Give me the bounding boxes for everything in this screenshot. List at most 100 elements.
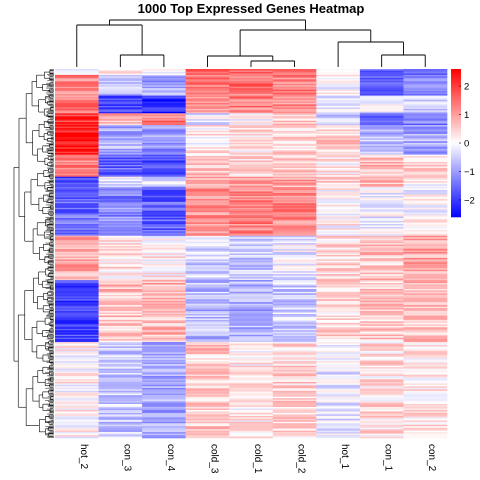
heatmap-cell <box>185 361 230 364</box>
heatmap-cell <box>185 283 230 285</box>
heatmap-cell <box>229 159 274 161</box>
heatmap-cell <box>272 147 317 150</box>
heatmap-cell <box>142 210 186 213</box>
heatmap-cell <box>316 164 361 167</box>
heatmap-cell <box>359 373 404 375</box>
heatmap-cell <box>316 256 361 259</box>
heatmap-cell <box>229 362 274 365</box>
heatmap-cell <box>316 147 361 150</box>
heatmap-cell <box>403 206 448 209</box>
heatmap-cell <box>359 321 404 324</box>
heatmap-cell <box>55 213 99 216</box>
heatmap-cell <box>185 194 230 197</box>
heatmap-cell <box>229 102 274 105</box>
heatmap-cell <box>142 147 186 150</box>
heatmap-cell <box>142 392 186 395</box>
heatmap-cell <box>142 271 186 273</box>
heatmap-cell <box>98 95 143 98</box>
heatmap-cell <box>316 275 361 278</box>
heatmap-cell <box>142 141 186 144</box>
heatmap-cell <box>403 287 448 290</box>
heatmap-cell <box>229 204 274 207</box>
heatmap-cell <box>185 215 230 217</box>
heatmap-cell <box>359 175 404 178</box>
heatmap-cell <box>229 256 274 259</box>
heatmap-cell <box>316 231 361 234</box>
heatmap-cell <box>229 393 274 396</box>
heatmap-cell <box>359 325 404 328</box>
heatmap-cell <box>55 353 99 356</box>
heatmap-cell <box>403 153 448 155</box>
heatmap-cell <box>55 266 99 269</box>
heatmap-cell <box>359 107 404 110</box>
heatmap-cell <box>403 83 448 86</box>
heatmap-cell <box>229 139 274 142</box>
heatmap-cell <box>142 130 186 133</box>
heatmap-cell <box>359 122 404 124</box>
heatmap-cell <box>272 212 317 214</box>
heatmap-cell <box>142 309 186 312</box>
heatmap-cell <box>316 190 361 192</box>
heatmap-cell <box>272 274 317 276</box>
color-key-swatch <box>451 177 461 181</box>
heatmap-cell <box>316 241 361 244</box>
heatmap-cell <box>55 244 99 247</box>
heatmap-cell <box>142 333 186 335</box>
heatmap-cell <box>316 188 361 191</box>
heatmap-cell <box>185 331 230 334</box>
heatmap-cell <box>403 427 448 430</box>
heatmap-cell <box>55 315 99 318</box>
heatmap-cell <box>316 119 361 121</box>
heatmap-cell <box>229 281 274 284</box>
heatmap-cell <box>55 182 99 185</box>
heatmap-cell <box>359 212 404 214</box>
heatmap-cell <box>55 423 99 426</box>
heatmap-cell <box>142 305 186 307</box>
heatmap-cell <box>403 244 448 247</box>
heatmap-cell <box>229 337 274 340</box>
heatmap-cell <box>229 398 274 400</box>
heatmap-cell <box>316 117 361 120</box>
heatmap-cell <box>142 213 186 216</box>
heatmap-cell <box>185 423 230 426</box>
heatmap-cell <box>359 159 404 161</box>
heatmap-cell <box>316 342 361 344</box>
color-key-swatch <box>451 199 461 203</box>
heatmap-cell <box>359 226 404 229</box>
heatmap-cell <box>403 204 448 207</box>
heatmap-cell <box>272 429 317 431</box>
heatmap-cell <box>142 347 186 350</box>
heatmap-cell <box>272 364 317 366</box>
heatmap-cell <box>229 426 274 428</box>
heatmap-cell <box>403 429 448 431</box>
heatmap-cell <box>316 378 361 381</box>
heatmap-cell <box>185 359 230 362</box>
heatmap-cell <box>316 234 361 237</box>
heatmap-cell <box>359 204 404 207</box>
heatmap-cell <box>185 315 230 318</box>
heatmap-cell <box>55 114 99 117</box>
heatmap-cell <box>98 294 143 297</box>
heatmap-cell <box>98 346 143 349</box>
heatmap-cell <box>272 384 317 387</box>
heatmap-cell <box>316 306 361 309</box>
heatmap-cell <box>98 209 143 211</box>
heatmap-cell <box>229 128 274 130</box>
heatmap-cell <box>55 402 99 405</box>
heatmap-cell <box>98 194 143 197</box>
heatmap-cell <box>98 175 143 178</box>
heatmap-cell <box>359 228 404 231</box>
heatmap-cell <box>229 345 274 347</box>
heatmap-cell <box>316 111 361 114</box>
heatmap-cell <box>55 386 99 389</box>
heatmap-cell <box>185 398 230 400</box>
heatmap-cell <box>55 302 99 304</box>
heatmap-cell <box>185 247 230 250</box>
color-key-swatch <box>451 180 461 183</box>
heatmap-cell <box>55 108 99 111</box>
color-key-swatch <box>451 170 461 173</box>
heatmap-cell <box>272 218 317 220</box>
heatmap-cell <box>316 260 361 263</box>
heatmap-cell <box>359 184 404 186</box>
heatmap-cell <box>55 272 99 275</box>
